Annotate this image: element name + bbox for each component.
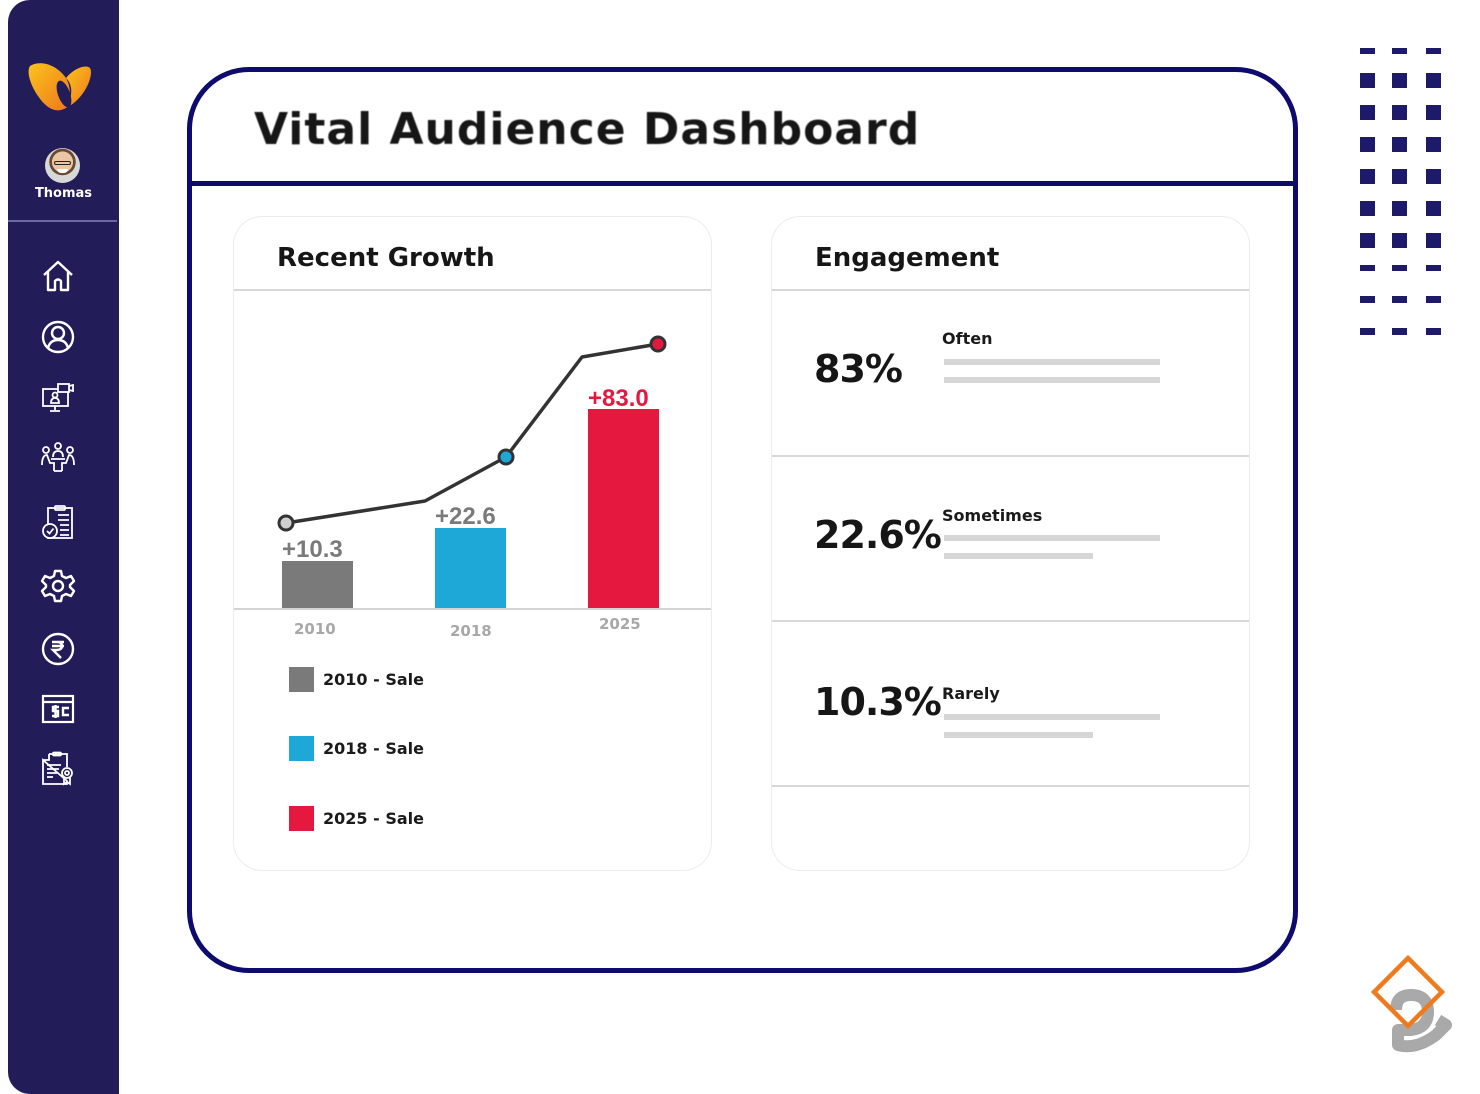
sidebar-item-settings[interactable] — [38, 566, 78, 606]
engagement-label: Often — [942, 329, 993, 348]
placeholder-line — [944, 377, 1160, 383]
placeholder-line — [944, 714, 1160, 720]
engagement-row-often[interactable]: 83% Often — [772, 291, 1249, 456]
card-header-divider — [772, 289, 1249, 291]
sidebar-item-certificates[interactable] — [38, 749, 78, 789]
bar-value-label: +22.6 — [435, 503, 496, 530]
sidebar-item-home[interactable] — [38, 256, 78, 296]
row-divider — [772, 620, 1249, 622]
glasses-shape — [54, 161, 71, 165]
legend-label: 2010 - Sale — [323, 670, 424, 689]
brand-logo-icon[interactable] — [26, 58, 94, 118]
row-divider — [772, 785, 1249, 787]
x-axis-label: 2010 — [294, 620, 336, 638]
engagement-value: 22.6% — [814, 513, 942, 557]
x-axis-label: 2018 — [450, 622, 492, 640]
growth-chart: +10.3 +22.6 +83.0 2010 2018 2025 — [234, 335, 711, 640]
legend-label: 2018 - Sale — [323, 739, 424, 758]
video-monitor-icon — [42, 383, 74, 412]
bar-value-label: +10.3 — [282, 536, 343, 563]
clipboard-check-icon — [42, 505, 73, 539]
sidebar-item-meeting[interactable] — [38, 439, 78, 479]
engagement-value: 10.3% — [814, 680, 942, 724]
bar-2010[interactable] — [282, 561, 353, 608]
card-title: Engagement — [815, 243, 1000, 273]
sidebar-item-billing[interactable] — [38, 689, 78, 729]
team-meeting-icon — [41, 442, 75, 472]
bar-2025[interactable] — [588, 409, 659, 608]
dot-grid-decoration — [1360, 48, 1441, 335]
engagement-card: Engagement 83% Often 22.6% Sometimes 10.… — [772, 217, 1249, 870]
sidebar-item-profile[interactable] — [38, 317, 78, 357]
legend-swatch — [289, 736, 314, 761]
placeholder-line — [944, 535, 1160, 541]
bar-value-label: +83.0 — [588, 385, 649, 412]
placeholder-line — [944, 359, 1160, 365]
placeholder-line — [944, 553, 1093, 559]
sidebar-item-tasks[interactable] — [38, 502, 78, 542]
avatar[interactable] — [45, 148, 80, 183]
engagement-row-sometimes[interactable]: 22.6% Sometimes — [772, 457, 1249, 622]
bar-2018[interactable] — [435, 528, 506, 608]
sidebar: Thomas — [8, 0, 119, 1094]
placeholder-line — [944, 732, 1093, 738]
dashboard-frame — [187, 67, 1298, 973]
legend-swatch — [289, 667, 314, 692]
engagement-value: 83% — [814, 347, 903, 391]
header-divider — [187, 181, 1298, 186]
gear-icon — [40, 569, 76, 603]
card-title: Recent Growth — [277, 243, 495, 273]
engagement-label: Sometimes — [942, 506, 1043, 525]
legend-item-2010[interactable]: 2010 - Sale — [289, 667, 424, 692]
sidebar-divider — [8, 220, 117, 222]
diamond-logo-icon — [1370, 954, 1452, 1053]
user-circle-icon — [41, 320, 75, 354]
recent-growth-card: Recent Growth +10.3 +22.6 +83.0 2010 201… — [234, 217, 711, 870]
legend-item-2018[interactable]: 2018 - Sale — [289, 736, 424, 761]
legend-item-2025[interactable]: 2025 - Sale — [289, 806, 424, 831]
rupee-icon — [41, 632, 75, 666]
legend-swatch — [289, 806, 314, 831]
card-header-divider — [234, 289, 711, 291]
marker-2018[interactable] — [497, 448, 515, 466]
engagement-row-rarely[interactable]: 10.3% Rarely — [772, 622, 1249, 787]
row-divider — [772, 455, 1249, 457]
dollar-card-icon — [41, 694, 75, 724]
home-icon — [43, 260, 73, 292]
user-name: Thomas — [34, 186, 93, 201]
sidebar-item-payments[interactable] — [38, 629, 78, 669]
certificate-icon — [42, 751, 73, 786]
x-axis-label: 2025 — [599, 615, 641, 633]
page-title: Vital Audience Dashboard — [254, 104, 921, 155]
marker-2010[interactable] — [277, 514, 295, 532]
smile-shape — [57, 169, 68, 173]
sidebar-item-webinar[interactable] — [38, 378, 78, 418]
marker-2025[interactable] — [649, 335, 667, 353]
legend-label: 2025 - Sale — [323, 809, 424, 828]
engagement-label: Rarely — [942, 684, 1000, 703]
